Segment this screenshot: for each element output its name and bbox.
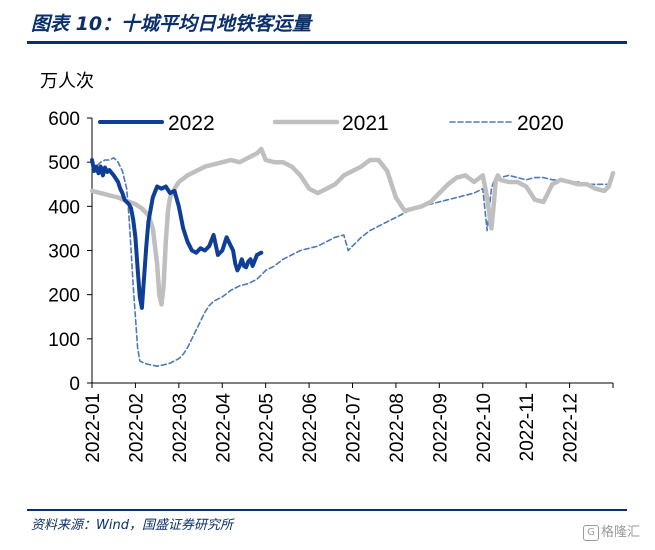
series-line-2020 bbox=[91, 157, 614, 367]
y-axis-label: 万人次 bbox=[40, 71, 94, 91]
title-divider bbox=[27, 41, 627, 44]
series-layer bbox=[89, 146, 616, 367]
series-line-2021 bbox=[89, 146, 616, 307]
legend-label-2022: 2022 bbox=[168, 112, 215, 135]
x-tick-label: 2022-10 bbox=[474, 393, 495, 463]
x-tick-label: 2022-08 bbox=[387, 393, 408, 463]
footer-divider bbox=[27, 509, 627, 511]
y-tick-label: 300 bbox=[48, 242, 80, 263]
y-tick-label: 600 bbox=[48, 109, 80, 130]
x-tick-label: 2022-12 bbox=[561, 393, 582, 463]
x-tick-label: 2022-07 bbox=[344, 393, 365, 463]
legend-label-2020: 2020 bbox=[517, 112, 564, 135]
x-tick-label: 2022-02 bbox=[126, 393, 147, 463]
x-tick-label: 2022-11 bbox=[517, 393, 538, 461]
y-axis: 0 100 200 300 400 500 600 bbox=[48, 109, 93, 395]
y-tick-label: 0 bbox=[69, 374, 80, 395]
x-axis: 2022-01 2022-02 2022-03 2022-04 2022-05 2022-… bbox=[83, 382, 614, 463]
x-tick-label: 2022-06 bbox=[300, 393, 321, 463]
page-title: 图表 10：十城平均日地铁客运量 bbox=[31, 13, 312, 35]
watermark-logo-icon: G bbox=[583, 524, 599, 541]
y-tick-label: 400 bbox=[48, 197, 80, 218]
x-tick-label: 2022-03 bbox=[170, 393, 191, 463]
watermark: G 格隆汇 bbox=[583, 521, 640, 541]
source-note: 资料来源：Wind，国盛证券研究所 bbox=[31, 518, 233, 533]
x-tick-label: 2022-01 bbox=[83, 393, 104, 463]
header: 图表 10：十城平均日地铁客运量 bbox=[0, 0, 655, 48]
y-tick-label: 100 bbox=[48, 330, 80, 351]
x-tick-label: 2022-04 bbox=[213, 393, 234, 463]
x-tick-label: 2022-09 bbox=[430, 393, 451, 463]
y-tick-label: 500 bbox=[48, 153, 80, 174]
series-line-2022 bbox=[90, 158, 264, 310]
x-tick-label: 2022-05 bbox=[257, 393, 278, 463]
watermark-text: 格隆汇 bbox=[601, 525, 641, 540]
legend-label-2021: 2021 bbox=[342, 112, 389, 135]
y-tick-label: 200 bbox=[48, 286, 80, 307]
legend: 2022 2021 2020 bbox=[98, 112, 564, 135]
